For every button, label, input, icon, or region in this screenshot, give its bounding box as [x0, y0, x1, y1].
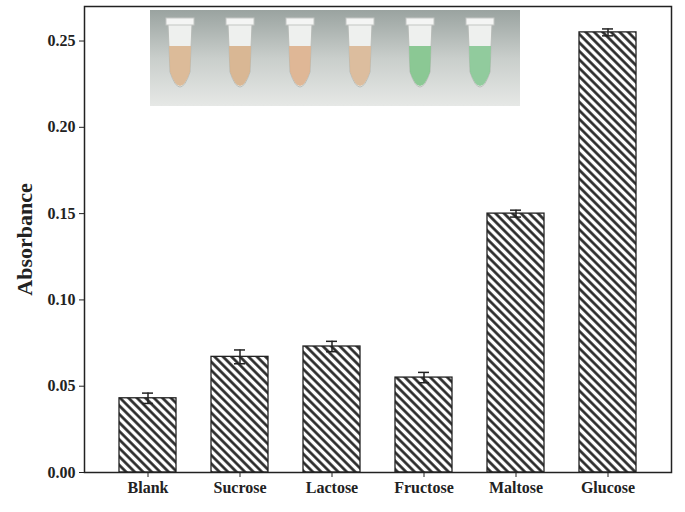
svg-text:Absorbance: Absorbance: [12, 183, 37, 296]
svg-text:0.00: 0.00: [48, 464, 76, 481]
svg-text:Fructose: Fructose: [394, 479, 454, 496]
svg-text:0.20: 0.20: [48, 118, 76, 135]
svg-text:Maltose: Maltose: [489, 479, 543, 496]
svg-text:0.25: 0.25: [48, 32, 76, 49]
svg-text:Glucose: Glucose: [581, 479, 635, 496]
svg-text:0.10: 0.10: [48, 291, 76, 308]
svg-text:0.15: 0.15: [48, 205, 76, 222]
svg-text:0.05: 0.05: [48, 377, 76, 394]
svg-text:Lactose: Lactose: [306, 479, 358, 496]
svg-text:Blank: Blank: [128, 479, 169, 496]
svg-text:Sucrose: Sucrose: [213, 479, 266, 496]
